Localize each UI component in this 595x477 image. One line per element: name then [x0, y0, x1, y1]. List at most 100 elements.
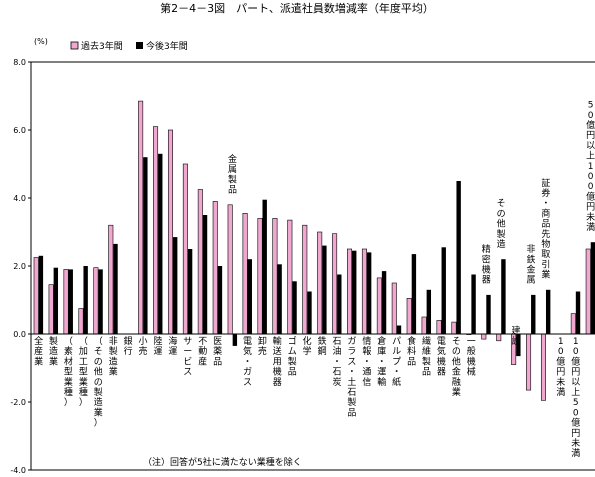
- category-label: 銀行: [124, 335, 133, 357]
- bar-past: [421, 316, 427, 335]
- category-label: 海運: [168, 335, 177, 357]
- category-label: ガラス・土石製品: [347, 336, 356, 418]
- bar-past: [33, 257, 39, 335]
- bar-future: [187, 249, 193, 334]
- legend-label-future: 今後3年間: [146, 40, 188, 52]
- bar-future: [501, 259, 506, 334]
- category-label: 証券・商品先物取引業: [541, 177, 550, 281]
- bar-past: [451, 321, 457, 335]
- bar-past: [406, 297, 412, 335]
- bar-past: [63, 269, 69, 335]
- bar-future: [366, 252, 372, 334]
- bar-past: [78, 308, 84, 335]
- y-tick-label: -4.0: [10, 466, 26, 475]
- category-label: 卸売: [258, 335, 267, 357]
- bar-future: [158, 153, 163, 334]
- bar-group: [33, 100, 595, 401]
- category-label: 金属製品: [228, 153, 237, 196]
- bar-future: [68, 269, 73, 334]
- category-label: 5 0 億円以上 1 0 0 億円未満: [586, 101, 595, 233]
- category-label: ゴム製品: [288, 335, 297, 378]
- bar-future: [545, 289, 551, 334]
- bar-future: [217, 266, 223, 334]
- legend-swatch-future: [136, 42, 143, 49]
- category-label: 非鉄金属: [526, 243, 535, 286]
- bar-future: [247, 259, 252, 334]
- bar-future: [83, 266, 88, 334]
- category-label: 化学: [303, 335, 312, 357]
- category-label: その他金融業: [452, 336, 461, 398]
- bar-future: [471, 274, 476, 334]
- bar-past: [540, 333, 546, 401]
- category-label: 食料品: [407, 335, 416, 367]
- category-label: 1 0 億円未満: [556, 337, 565, 398]
- bar-past: [361, 248, 367, 335]
- bar-future: [53, 267, 59, 334]
- category-label: 医薬品: [213, 336, 222, 367]
- bar-past: [138, 100, 144, 335]
- category-label: 一般機械: [467, 337, 476, 378]
- bar-past: [526, 333, 532, 391]
- bar-past: [93, 267, 99, 335]
- bar-future: [575, 291, 581, 334]
- category-label: 陸運: [153, 335, 162, 357]
- bar-future: [352, 250, 357, 334]
- bar-past: [48, 284, 54, 335]
- y-tick-label: -2.0: [10, 398, 26, 407]
- y-tick-label: 4.0: [13, 194, 26, 203]
- category-label: 電気・ガス: [243, 336, 252, 388]
- category-label: 石油・石炭: [332, 337, 341, 388]
- bar-past: [197, 189, 203, 335]
- bar-past: [227, 204, 233, 335]
- bar-past: [347, 248, 353, 335]
- category-label: （素材型業種）: [64, 336, 73, 408]
- category-label: 電気機器: [437, 336, 446, 378]
- category-label: 倉庫・運輸: [377, 335, 386, 388]
- category-label: 建設: [512, 325, 521, 347]
- bar-future: [396, 325, 402, 334]
- category-label: 不動産: [198, 336, 207, 367]
- bar-past: [108, 224, 114, 335]
- bar-past: [391, 282, 397, 335]
- category-label: その他製造: [497, 198, 506, 250]
- category-label: 繊維製品: [422, 335, 431, 378]
- bar-future: [262, 199, 267, 334]
- bar-past: [436, 320, 442, 335]
- bar-future: [516, 334, 521, 357]
- category-label: 小売: [139, 336, 148, 357]
- chart-note: （注）回答が5社に満たない業種を除く: [143, 456, 302, 468]
- chart-title: 第2－4－3図 パート、派遣社員数増減率（年度平均）: [160, 1, 434, 15]
- bar-past: [570, 313, 576, 335]
- category-label: 製造業: [49, 335, 58, 367]
- bar-future: [98, 269, 103, 334]
- bar-past: [317, 231, 323, 335]
- bar-past: [153, 126, 159, 335]
- bar-future: [172, 237, 178, 334]
- bar-future: [322, 245, 327, 334]
- category-label: サービス: [183, 336, 192, 378]
- y-tick-label: 6.0: [13, 126, 26, 135]
- category-label: 鉄鋼: [318, 335, 327, 357]
- y-tick-label: 8.0: [13, 58, 26, 67]
- bar-past: [257, 218, 263, 335]
- bar-future: [441, 247, 446, 334]
- bar-future: [307, 291, 312, 334]
- category-label: 精密機器: [482, 243, 491, 286]
- bar-past: [376, 277, 382, 335]
- bar-past: [182, 163, 188, 335]
- bar-past: [272, 218, 278, 335]
- bar-past: [212, 201, 218, 335]
- legend-label-past: 過去3年間: [81, 40, 123, 52]
- category-label: 非製造業: [109, 335, 118, 378]
- y-tick-label: 2.0: [13, 262, 26, 271]
- category-label: 全産業: [34, 335, 43, 367]
- bar-future: [381, 271, 387, 334]
- bar-future: [531, 294, 536, 334]
- bar-future: [426, 289, 432, 334]
- bar-future: [277, 264, 282, 334]
- category-label: 情報・通信: [362, 335, 371, 388]
- bar-future: [292, 281, 297, 334]
- bar-future: [411, 254, 417, 334]
